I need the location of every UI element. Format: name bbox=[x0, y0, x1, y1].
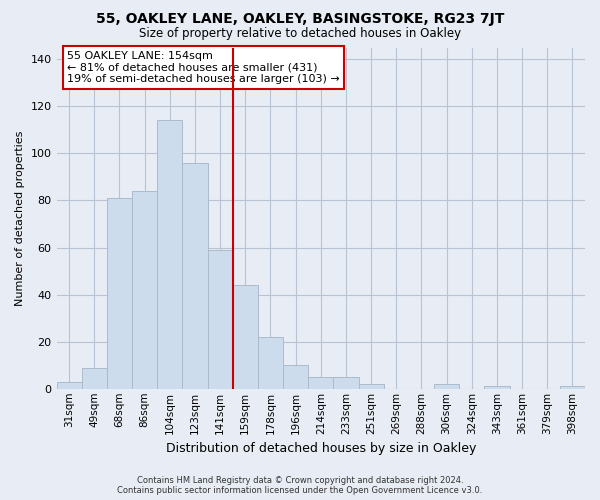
Text: 55 OAKLEY LANE: 154sqm
← 81% of detached houses are smaller (431)
19% of semi-de: 55 OAKLEY LANE: 154sqm ← 81% of detached… bbox=[67, 51, 340, 84]
Bar bbox=[132, 191, 157, 389]
Text: Contains HM Land Registry data © Crown copyright and database right 2024.
Contai: Contains HM Land Registry data © Crown c… bbox=[118, 476, 482, 495]
Bar bbox=[82, 368, 107, 389]
Bar bbox=[157, 120, 182, 389]
Bar bbox=[56, 382, 82, 389]
Bar bbox=[484, 386, 509, 389]
Bar bbox=[283, 365, 308, 389]
Text: 55, OAKLEY LANE, OAKLEY, BASINGSTOKE, RG23 7JT: 55, OAKLEY LANE, OAKLEY, BASINGSTOKE, RG… bbox=[96, 12, 504, 26]
Bar bbox=[107, 198, 132, 389]
Bar bbox=[182, 163, 208, 389]
Y-axis label: Number of detached properties: Number of detached properties bbox=[15, 130, 25, 306]
Text: Size of property relative to detached houses in Oakley: Size of property relative to detached ho… bbox=[139, 28, 461, 40]
Bar bbox=[334, 377, 359, 389]
Bar bbox=[208, 250, 233, 389]
Bar bbox=[233, 285, 258, 389]
Bar bbox=[560, 386, 585, 389]
Bar bbox=[434, 384, 459, 389]
Bar bbox=[359, 384, 383, 389]
X-axis label: Distribution of detached houses by size in Oakley: Distribution of detached houses by size … bbox=[166, 442, 476, 455]
Bar bbox=[308, 377, 334, 389]
Bar bbox=[258, 337, 283, 389]
